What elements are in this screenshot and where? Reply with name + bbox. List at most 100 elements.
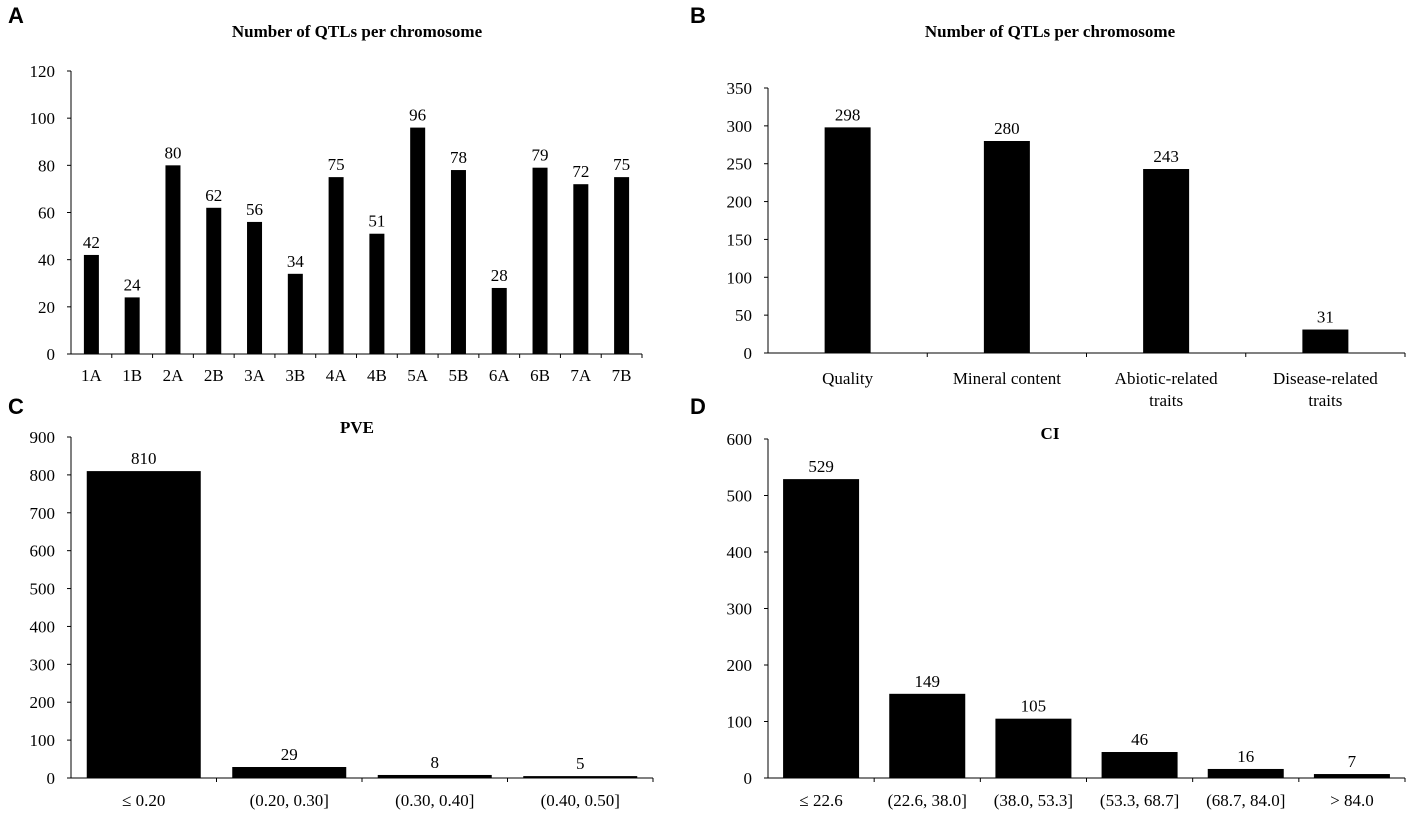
y-tick-label: 100 [30,731,56,750]
y-tick-label: 500 [727,487,753,506]
data-label: 28 [491,266,508,285]
bar [1143,169,1190,353]
chart-title: PVE [340,418,374,437]
y-tick-label: 250 [727,155,753,174]
x-category-label: Abiotic-related traits [1115,369,1218,410]
bar [983,141,1030,353]
bar [1207,768,1284,778]
chart-title: Number of QTLs per chromosome [925,22,1176,41]
y-tick-label: 100 [727,713,753,732]
bar [889,693,966,778]
data-label: 56 [246,200,263,219]
y-tick-label: 400 [30,617,56,636]
bar [824,127,871,353]
y-tick-label: 0 [744,344,753,363]
data-label: 96 [409,106,426,125]
x-category-label: ≤ 22.6 [799,791,842,810]
bar [124,297,140,354]
bar [614,177,630,354]
x-category-label: 5B [449,366,469,385]
y-tick-label: 800 [30,466,56,485]
bar [1101,752,1178,778]
bar [165,165,181,354]
bar [328,177,344,354]
data-label: 149 [915,672,941,691]
y-tick-label: 400 [727,543,753,562]
y-tick-label: 150 [727,230,753,249]
x-category-label: (0.20, 0.30] [250,791,329,810]
x-category-label: 1B [122,366,142,385]
bar [86,471,201,778]
y-tick-label: 0 [47,345,56,364]
panel-c: C PVE 0 100 200 300 400 500 600 700 800 900 810 ≤ 0.2… [8,394,654,810]
data-label: 62 [205,186,222,205]
x-category-label: 3B [285,366,305,385]
data-label: 42 [83,233,100,252]
y-tick-label: 100 [30,109,56,128]
x-category-label: 7B [612,366,632,385]
x-category-label: (22.6, 38.0] [888,791,967,810]
data-label: 29 [281,745,298,764]
data-label: 34 [287,252,305,271]
y-tick-label: 700 [30,504,56,523]
x-category-label: (0.30, 0.40] [395,791,474,810]
data-label: 51 [368,212,385,231]
x-category-label: 2B [204,366,224,385]
data-label: 24 [124,275,142,294]
panel-letter: A [8,3,24,28]
y-tick-label: 350 [727,79,753,98]
data-label: 46 [1131,730,1148,749]
y-tick-label: 0 [47,769,56,788]
y-tick-label: 120 [30,62,56,81]
y-tick-label: 200 [727,656,753,675]
data-label: 298 [835,105,861,124]
panel-a: A Number of QTLs per chromosome 0 20 40 60 80 1… [8,3,643,385]
bar [206,207,222,354]
y-tick-label: 200 [727,193,753,212]
bar [450,170,466,354]
data-label: 75 [328,155,345,174]
panel-d: D CI 0 100 200 300 400 500 600 529 ≤ 22.6 149 (22.6,… [690,394,1406,810]
data-label: 72 [572,162,589,181]
bar [1302,329,1349,353]
x-category-label: 2A [163,366,185,385]
y-tick-label: 200 [30,693,56,712]
x-category-label: 5A [407,366,429,385]
x-category-label: (53.3, 68.7] [1100,791,1179,810]
data-label: 105 [1021,697,1047,716]
y-tick-label: 100 [727,268,753,287]
x-category-label: 7A [570,366,592,385]
data-label: 79 [532,146,549,165]
x-category-label: > 84.0 [1330,791,1374,810]
bar [783,479,860,778]
bar [369,233,385,354]
chart-title: CI [1041,424,1060,443]
y-tick-label: 600 [727,430,753,449]
data-label: 5 [576,754,585,773]
x-category-label: (0.40, 0.50] [541,791,620,810]
y-tick-label: 500 [30,580,56,599]
bar [83,254,99,354]
chart-title: Number of QTLs per chromosome [232,22,483,41]
data-label: 16 [1237,747,1254,766]
y-tick-label: 50 [735,306,752,325]
x-category-label: 4A [326,366,348,385]
bar [491,287,507,354]
x-category-label: (38.0, 53.3] [994,791,1073,810]
data-label: 75 [613,155,630,174]
x-category-label: Quality [822,369,873,388]
bar [1313,774,1390,778]
data-label: 78 [450,148,467,167]
y-tick-label: 300 [30,655,56,674]
data-label: 280 [994,119,1020,138]
bar [247,221,263,354]
y-tick-label: 60 [38,204,55,223]
y-tick-label: 300 [727,117,753,136]
bar [377,774,492,778]
data-label: 31 [1317,308,1334,327]
x-category-label: 3A [244,366,266,385]
y-tick-label: 80 [38,156,55,175]
x-category-label: 4B [367,366,387,385]
bar [995,718,1072,778]
